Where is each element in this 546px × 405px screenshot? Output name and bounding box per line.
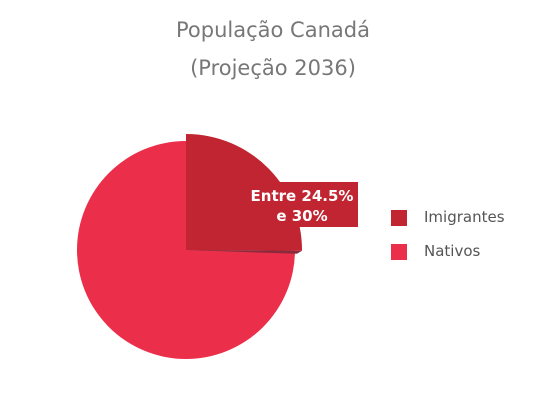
legend-label-nativos: Nativos xyxy=(424,242,481,260)
annotation-background xyxy=(247,182,358,227)
chart-title: População Canadá xyxy=(176,18,370,42)
pie-slices xyxy=(76,134,302,359)
legend-label-imigrantes: Imigrantes xyxy=(424,208,505,226)
annotation-line-2: e 30% xyxy=(276,207,327,225)
annotation-box: Entre 24.5% e 30% xyxy=(247,182,358,227)
pie-slice-nativos[interactable] xyxy=(76,141,295,359)
legend-swatch-nativos xyxy=(391,244,407,260)
chart-subtitle: (Projeção 2036) xyxy=(190,56,356,80)
annotation-line-1: Entre 24.5% xyxy=(251,187,354,205)
legend-swatch-imigrantes xyxy=(391,210,407,226)
pie-slice-separator xyxy=(186,250,302,254)
